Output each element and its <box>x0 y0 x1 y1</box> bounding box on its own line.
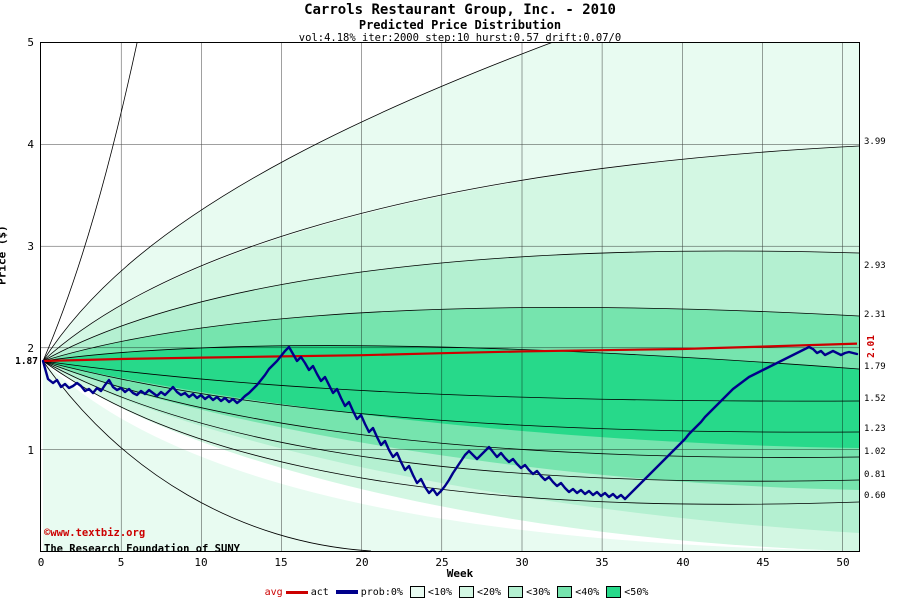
band-outline-123 <box>42 360 859 433</box>
start-price-label: 1.87 <box>15 356 38 367</box>
band-outline-179 <box>42 345 859 370</box>
legend-label-40: <40% <box>575 586 600 598</box>
legend-box-30 <box>508 586 524 598</box>
legend-label-avg: avg <box>264 586 283 598</box>
last-price-label: 2.01 <box>866 335 877 358</box>
legend-box-40 <box>557 586 573 598</box>
right-label-060: 0.60 <box>864 491 886 501</box>
legend-label-20: <20% <box>477 586 502 598</box>
x-tick-25: 25 <box>435 556 449 569</box>
band-outline-152 <box>42 360 859 402</box>
right-label-179: 1.79 <box>864 362 886 372</box>
legend-swatch-avg <box>285 590 308 594</box>
band-outline-upper-max <box>42 43 138 362</box>
x-axis-label: Week <box>446 567 474 580</box>
chart-parameters: vol:4.18% iter:2000 step:10 hurst:0.57 d… <box>298 32 622 44</box>
legend-item-20: <20% <box>459 586 501 598</box>
legend-swatch-prob <box>335 590 358 594</box>
x-tick-15: 15 <box>274 556 288 569</box>
x-tick-40: 40 <box>676 556 690 569</box>
chart-svg <box>41 43 859 551</box>
legend-item-50: <50% <box>606 586 648 598</box>
copyright-text: ©www.textbiz.org <box>44 527 146 539</box>
y-tick-1: 1 <box>27 444 34 457</box>
band-outline-231 <box>42 307 859 362</box>
y-tick-5: 5 <box>27 36 34 49</box>
band-10-lower <box>43 361 859 551</box>
y-tick-2: 2 <box>27 342 34 355</box>
legend-item-40: <40% <box>557 586 599 598</box>
band-outline-060 <box>42 360 859 505</box>
x-tick-5: 5 <box>117 556 125 569</box>
legend-item-30: <30% <box>508 586 550 598</box>
chart-legend: avg act prob:0% <10% <20% <30% <40% <50% <box>0 585 920 599</box>
x-tick-45: 45 <box>756 556 770 569</box>
y-tick-3: 3 <box>27 240 34 253</box>
x-tick-30: 30 <box>515 556 529 569</box>
x-tick-50: 50 <box>836 556 850 569</box>
x-tick-35: 35 <box>595 556 609 569</box>
band-outline-lower-min <box>42 360 372 551</box>
legend-box-10 <box>409 586 425 598</box>
series-avg-line <box>42 342 858 363</box>
legend-item-prob: prob:0% <box>335 586 403 598</box>
chart-title: Carrols Restaurant Group, Inc. - 2010 <box>304 2 616 18</box>
band-outline-293 <box>42 250 859 362</box>
y-tick-4: 4 <box>27 138 34 151</box>
legend-item-avg: avg act <box>265 587 329 598</box>
legend-label-50: <50% <box>624 586 649 598</box>
legend-label-30: <30% <box>526 586 551 598</box>
x-tick-10: 10 <box>194 556 208 569</box>
band-outline-399 <box>42 145 859 362</box>
right-label-293: 2.93 <box>864 261 886 271</box>
band-50 <box>43 345 859 448</box>
legend-box-50 <box>606 586 622 598</box>
x-tick-0: 0 <box>37 556 45 569</box>
y-axis-label: Price ($) <box>0 225 9 285</box>
series-act-line <box>41 345 859 501</box>
right-label-081: 0.81 <box>864 470 886 480</box>
legend-label-prob: prob:0% <box>360 586 403 598</box>
right-label-102: 1.02 <box>864 447 886 457</box>
right-label-123: 1.23 <box>864 424 886 434</box>
right-label-231: 2.31 <box>864 310 886 320</box>
band-outline-upper-1 <box>42 43 552 362</box>
plot-area <box>40 42 860 552</box>
legend-item-10: <10% <box>409 586 452 598</box>
right-label-399: 3.99 <box>864 137 886 147</box>
foundation-text: The Research Foundation of SUNY <box>44 543 240 555</box>
legend-label-act: act <box>310 586 329 598</box>
right-label-152: 1.52 <box>864 394 886 404</box>
chart-subtitle: Predicted Price Distribution <box>358 18 562 32</box>
legend-box-20 <box>459 586 474 598</box>
x-tick-20: 20 <box>355 556 369 569</box>
legend-label-10: <10% <box>427 586 452 598</box>
